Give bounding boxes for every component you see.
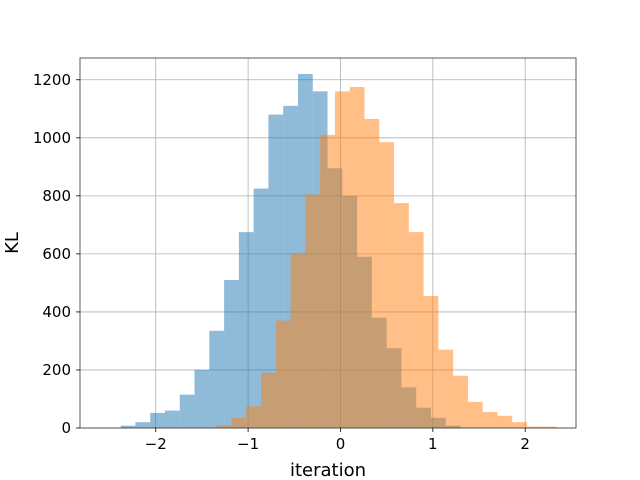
x-axis-label: iteration — [290, 460, 366, 480]
histogram-bar-series-2 — [275, 320, 291, 428]
y-tick-label: 200 — [42, 361, 71, 379]
x-axis-ticks: −2 −1 0 1 2 — [145, 428, 530, 453]
histogram-bar-series-1 — [194, 369, 210, 428]
histogram-bars — [120, 73, 557, 429]
histogram-bar-series-2 — [349, 87, 365, 429]
y-axis-ticks: 0 200 400 600 800 1000 1200 — [33, 71, 80, 437]
histogram-bar-series-2 — [261, 372, 276, 428]
histogram-bar-series-2 — [467, 401, 483, 428]
histogram-bar-series-2 — [423, 295, 439, 428]
histogram-bar-series-1 — [120, 425, 136, 428]
x-tick-label: 1 — [428, 435, 438, 453]
histogram-bar-series-1 — [179, 394, 195, 428]
histogram-bar-series-2 — [305, 194, 321, 428]
histogram-bar-series-1 — [224, 280, 239, 428]
histogram-bar-series-2 — [394, 203, 409, 428]
histogram-bar-series-2 — [541, 426, 557, 428]
y-tick-label: 400 — [42, 303, 71, 321]
x-tick-label: 2 — [520, 435, 530, 453]
histogram-bar-series-2 — [379, 142, 395, 428]
histogram-bar-series-2 — [438, 349, 454, 428]
y-axis-label: KL — [2, 232, 23, 254]
histogram-bar-series-2 — [246, 406, 262, 428]
histogram-bar-series-2 — [290, 253, 306, 428]
histogram-bar-series-2 — [364, 118, 380, 429]
y-tick-label: 600 — [42, 245, 71, 263]
plot-frame — [79, 57, 577, 429]
histogram-bar-series-1 — [253, 188, 269, 428]
histogram-bar-series-1 — [135, 422, 151, 428]
histogram-bar-series-2 — [453, 375, 468, 428]
histogram-bar-series-1 — [209, 330, 225, 428]
histogram-bar-series-2 — [216, 425, 232, 428]
histogram-bar-series-2 — [497, 415, 513, 428]
histogram-bar-series-1 — [164, 410, 180, 428]
histogram-bar-series-2 — [334, 91, 350, 428]
histogram-bar-series-2 — [482, 412, 498, 428]
y-tick-label: 0 — [61, 419, 71, 437]
histogram-bar-series-1 — [150, 412, 165, 428]
y-tick-label: 1200 — [33, 71, 71, 89]
y-tick-label: 1000 — [33, 129, 71, 147]
histogram-bar-series-2 — [320, 134, 335, 428]
y-tick-label: 800 — [42, 187, 71, 205]
histogram-bar-series-2 — [512, 422, 528, 428]
x-tick-label: −1 — [237, 435, 259, 453]
histogram-bar-series-2 — [231, 417, 247, 428]
histogram-bar-series-2 — [527, 426, 542, 428]
x-tick-label: 0 — [336, 435, 346, 453]
histogram-bar-series-1 — [238, 232, 254, 428]
histogram-bar-series-2 — [408, 232, 424, 428]
x-tick-label: −2 — [145, 435, 167, 453]
